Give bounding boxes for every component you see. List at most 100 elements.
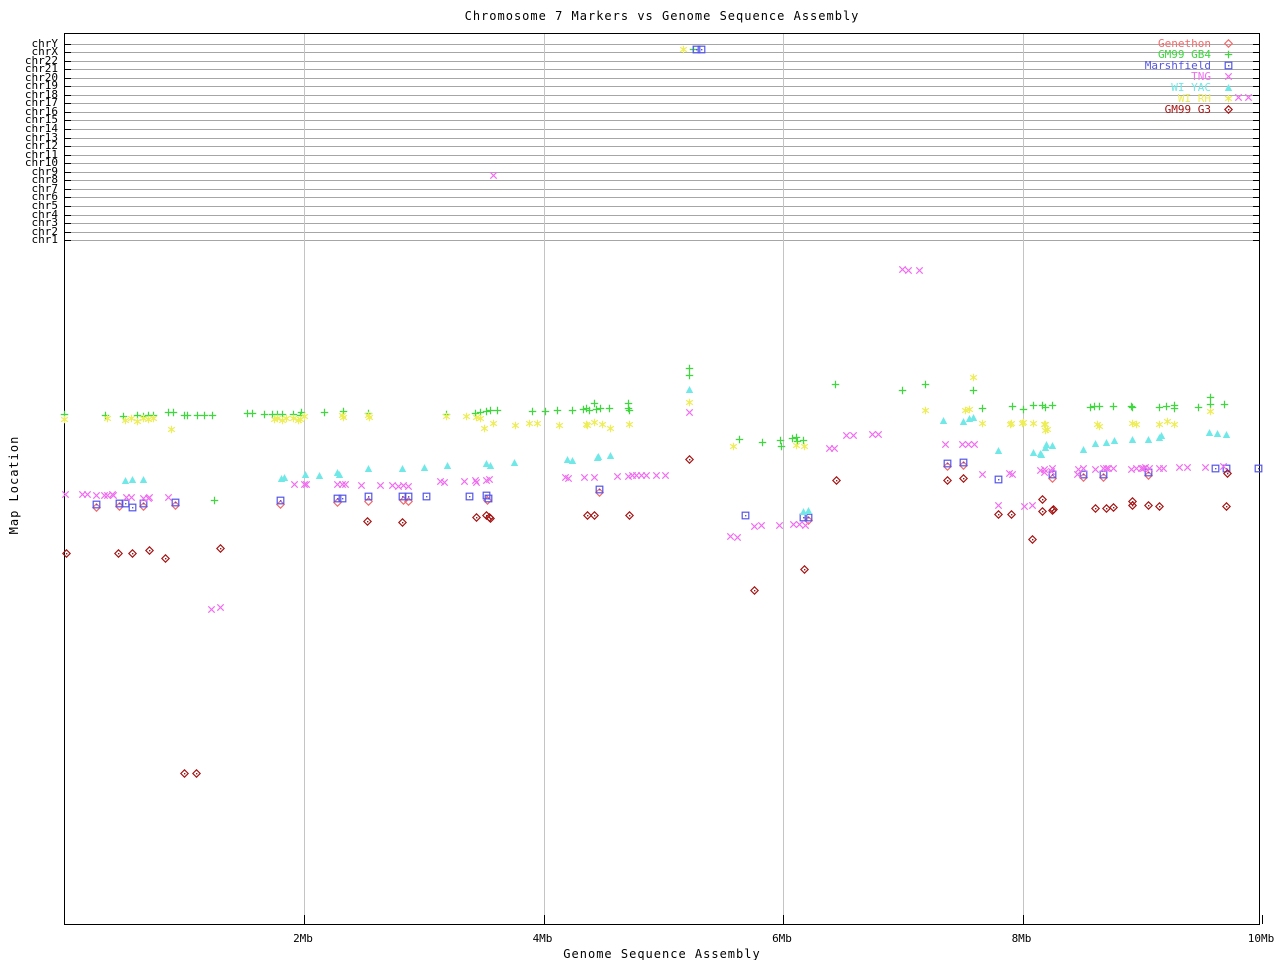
point-wi-yac <box>1144 435 1153 444</box>
point-wi-rh <box>442 412 451 421</box>
y-tick-right <box>1253 60 1259 62</box>
point-marshfield <box>1079 470 1088 479</box>
point-gm99-g3 <box>1143 500 1153 510</box>
point-wi-rh <box>149 414 158 423</box>
point-wi-rh <box>921 406 930 415</box>
point-wi-rh <box>1170 420 1179 429</box>
point-wi-yac <box>563 455 572 464</box>
point-tng <box>849 431 858 440</box>
point-marshfield <box>692 45 701 54</box>
point-gm99-gb4 <box>1008 402 1017 411</box>
y-axis-tick-label: chr4 <box>31 207 59 221</box>
point-wi-rh <box>729 442 738 451</box>
legend-item: WI YAC <box>1171 82 1233 93</box>
point-wi-rh <box>965 405 974 414</box>
point-gm99-gb4 <box>788 434 797 443</box>
point-gm99-g3 <box>1221 501 1231 511</box>
point-genethon <box>1079 472 1089 482</box>
y-tick-right <box>1253 231 1259 233</box>
y-tick-right <box>1253 171 1259 173</box>
point-gm99-g3 <box>160 553 170 563</box>
point-tng <box>613 472 622 481</box>
y-tick-right <box>1253 180 1259 182</box>
y-axis-tick-label: chr6 <box>31 190 59 204</box>
point-marshfield <box>1211 464 1220 473</box>
point-wi-rh <box>1132 420 1141 429</box>
point-gm99-g3 <box>1222 468 1232 478</box>
y-tick-right <box>1253 111 1259 113</box>
point-marshfield <box>1254 464 1263 473</box>
point-gm99-g3 <box>685 454 695 464</box>
point-genethon <box>942 461 952 471</box>
legend-item: GM99 G3 <box>1165 104 1234 115</box>
point-wi-yac <box>1048 441 1057 450</box>
legend-item: GM99 GB4 <box>1158 49 1233 60</box>
point-marshfield <box>804 513 813 522</box>
point-wi-yac <box>804 506 813 515</box>
point-gm99-gb4 <box>193 411 202 420</box>
point-gm99-gb4 <box>528 407 537 416</box>
x-axis-tick-label: 4Mb <box>532 932 553 945</box>
point-wi-yac <box>994 446 1003 455</box>
legend-label: WI YAC <box>1171 81 1211 94</box>
point-tng <box>485 475 494 484</box>
point-gm99-gb4 <box>541 407 550 416</box>
y-tick-right <box>1253 223 1259 225</box>
point-gm99-gb4 <box>776 436 785 445</box>
point-tng <box>61 490 70 499</box>
y-tick-right <box>1253 129 1259 130</box>
y-axis-tick-label: chr2 <box>31 224 59 238</box>
point-wi-yac <box>364 464 373 473</box>
point-gm99-g3 <box>191 768 201 778</box>
y-axis-tick-label: chr16 <box>24 104 58 118</box>
y-tick-right <box>1253 214 1259 216</box>
point-wi-rh <box>679 45 688 54</box>
point-gm99-gb4 <box>590 399 599 408</box>
y-axis-tick-label: chr9 <box>31 164 59 178</box>
y-tick-left <box>65 86 71 88</box>
point-tng <box>302 480 311 489</box>
point-gm99-g3 <box>625 510 635 520</box>
chromosome-gridline <box>65 231 1259 233</box>
point-gm99-g3 <box>1038 506 1048 516</box>
point-wi-rh <box>1019 418 1028 427</box>
point-gm99-gb4 <box>735 435 744 444</box>
y-tick-right <box>1253 205 1259 207</box>
point-tng <box>1234 93 1243 102</box>
point-wi-rh <box>103 414 112 423</box>
point-wi-rh <box>300 412 309 421</box>
point-gm99-gb4 <box>1095 402 1104 411</box>
point-gm99-g3 <box>942 475 952 485</box>
point-wi-rh <box>60 415 69 424</box>
y-axis-tick-label: chr8 <box>31 173 59 187</box>
point-marshfield <box>115 499 124 508</box>
point-marshfield <box>422 492 431 501</box>
chromosome-gridline <box>65 163 1259 165</box>
point-gm99-g3 <box>1027 534 1037 544</box>
chromosome-gridline <box>65 86 1259 88</box>
point-tng <box>1244 93 1253 102</box>
y-tick-right <box>1253 154 1259 156</box>
point-genethon <box>1143 470 1153 480</box>
point-wi-yac <box>301 470 310 479</box>
point-wi-rh <box>800 442 809 451</box>
point-tng <box>580 473 589 482</box>
point-gm99-gb4 <box>568 406 577 415</box>
point-wi-yac <box>1079 445 1088 454</box>
point-wi-yac <box>594 452 603 461</box>
legend-label: Marshfield <box>1144 59 1211 72</box>
y-tick-right <box>1253 103 1259 105</box>
point-wi-yac <box>482 459 491 468</box>
point-wi-yac <box>1037 450 1046 459</box>
point-gm99-gb4 <box>486 406 495 415</box>
y-tick-right <box>1253 77 1259 79</box>
point-gm99-gb4 <box>831 380 840 389</box>
point-gm99-g3 <box>179 768 189 778</box>
point-gm99-gb4 <box>183 411 192 420</box>
chromosome-gridline <box>65 197 1259 199</box>
chart-title: Chromosome 7 Markers vs Genome Sequence … <box>464 9 860 23</box>
y-tick-right <box>1253 163 1259 165</box>
point-gm99-g3 <box>486 513 496 523</box>
x-axis-title: Genome Sequence Assembly <box>563 947 761 960</box>
point-wi-yac <box>139 475 148 484</box>
